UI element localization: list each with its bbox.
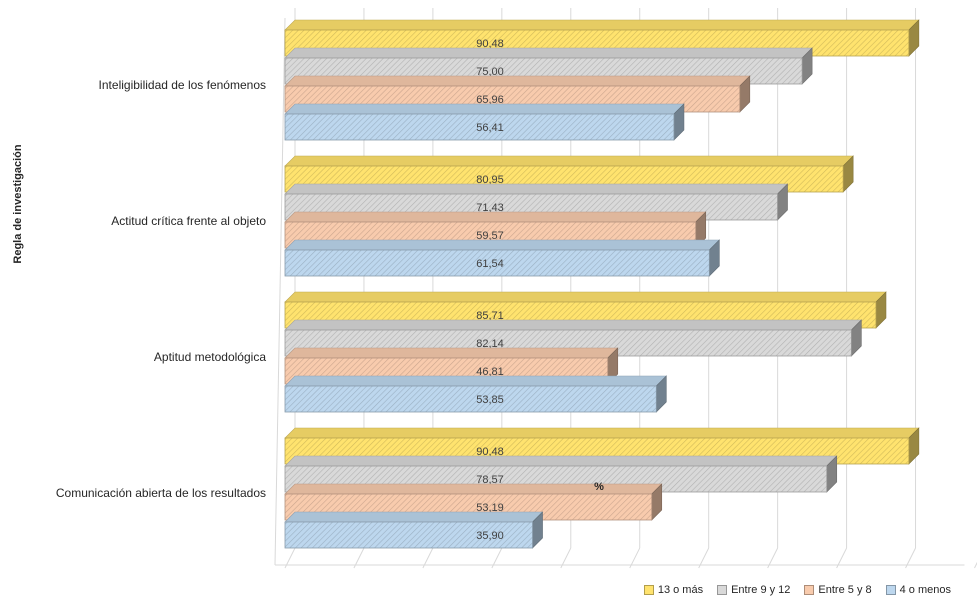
- x-axis-label: %: [594, 481, 604, 493]
- legend-swatch: [717, 585, 728, 595]
- data-label: 71,43: [476, 202, 504, 214]
- legend-swatch: [885, 585, 896, 595]
- data-label: 53,85: [476, 394, 504, 406]
- legend-item: 13 o más: [643, 584, 704, 596]
- data-label: 59,57: [476, 230, 504, 242]
- legend-label: 4 o menos: [899, 584, 951, 596]
- data-label: 82,14: [476, 338, 504, 350]
- data-label: 61,54: [476, 258, 504, 270]
- legend-label: 13 o más: [657, 584, 704, 596]
- data-label: 90,48: [476, 38, 504, 50]
- bar: [284, 103, 685, 141]
- category-label: Inteligibilidad de los fenómenos: [99, 78, 266, 92]
- data-label: 78,57: [476, 474, 504, 486]
- legend-item: Entre 9 y 12: [717, 584, 790, 596]
- data-label: 65,96: [476, 94, 504, 106]
- y-axis-label: Regla de investigación: [12, 144, 24, 263]
- data-label: 85,71: [476, 310, 504, 322]
- floor-gridline: [974, 561, 977, 569]
- category-label: Aptitud metodológica: [154, 350, 266, 364]
- data-label: 53,19: [476, 502, 504, 514]
- data-label: 80,95: [476, 174, 504, 186]
- chart-legend: 13 o más Entre 9 y 12 Entre 5 y 8 4 o menos: [643, 584, 951, 596]
- bar: [284, 319, 863, 357]
- legend-label: Entre 5 y 8: [818, 584, 872, 596]
- legend-swatch: [804, 585, 815, 595]
- data-label: 90,48: [476, 446, 504, 458]
- data-label: 35,90: [476, 530, 504, 542]
- bar: [284, 375, 668, 413]
- legend-item: Entre 5 y 8: [804, 584, 872, 596]
- data-label: 75,00: [476, 66, 504, 78]
- legend-swatch: [643, 585, 654, 595]
- legend-label: Entre 9 y 12: [731, 584, 791, 596]
- legend-item: 4 o menos: [885, 584, 951, 596]
- bar: [284, 511, 544, 549]
- side-wall: [274, 17, 286, 566]
- category-label: Comunicación abierta de los resultados: [56, 486, 266, 500]
- category-label: Actitud crítica frente al objeto: [111, 214, 266, 228]
- bar: [284, 239, 721, 277]
- data-label: 56,41: [476, 122, 504, 134]
- data-label: 46,81: [476, 366, 504, 378]
